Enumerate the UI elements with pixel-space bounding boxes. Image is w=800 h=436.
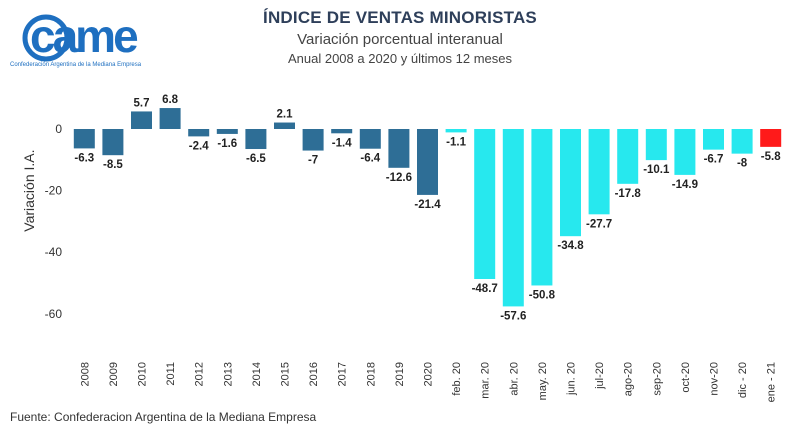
x-tick-label: 2018 xyxy=(365,362,377,386)
data-label: -8.5 xyxy=(103,159,123,171)
bar-2015 xyxy=(274,122,295,129)
x-tick-label: 2014 xyxy=(251,362,263,386)
bar-2020 xyxy=(417,129,438,195)
bar-jul-20 xyxy=(588,129,610,215)
bar-2017 xyxy=(331,129,353,134)
data-label: -5.8 xyxy=(761,151,781,163)
y-tick-label: -40 xyxy=(45,245,63,259)
data-label: -17.8 xyxy=(615,188,642,200)
x-tick-label: oct-20 xyxy=(680,362,692,393)
chart-title: ÍNDICE DE VENTAS MINORISTAS xyxy=(263,8,537,27)
chart-subtitle-period: Anual 2008 a 2020 y últimos 12 meses xyxy=(287,51,513,66)
bar-sep-20 xyxy=(645,129,667,161)
data-label: -48.7 xyxy=(472,283,498,295)
bar-2014 xyxy=(245,129,267,150)
bar-dic-20 xyxy=(731,129,753,154)
x-tick-label: 2012 xyxy=(194,362,206,386)
data-label: -10.1 xyxy=(643,164,670,176)
x-tick-label: 2020 xyxy=(423,362,435,386)
chart-subtitle: Variación porcentual interanual xyxy=(297,31,503,48)
x-tick-label: 2015 xyxy=(280,362,292,386)
x-tick-label: sep-20 xyxy=(651,362,663,396)
y-axis-label: Variación I.A. xyxy=(21,149,37,231)
bar-2012 xyxy=(188,129,210,137)
x-tick-label: may. 20 xyxy=(537,362,549,400)
data-label: 5.7 xyxy=(134,97,150,109)
x-tick-label: 2009 xyxy=(108,362,120,386)
bar-ago-20 xyxy=(617,129,639,184)
came-logo: came Confederación Argentina de la Media… xyxy=(8,8,168,68)
x-tick-label: 2010 xyxy=(137,362,149,386)
x-tick-label: ene - 21 xyxy=(766,362,778,402)
data-label: -1.6 xyxy=(217,138,237,150)
x-tick-label: 2019 xyxy=(394,362,406,386)
data-label: -21.4 xyxy=(414,199,441,211)
x-tick-label: feb. 20 xyxy=(451,362,463,396)
bar-2019 xyxy=(388,129,410,168)
bar-2016 xyxy=(302,129,324,151)
data-label: -1.4 xyxy=(332,137,352,149)
x-tick-label: nov-20 xyxy=(709,362,721,396)
data-label: 6.8 xyxy=(162,94,179,106)
data-label: -7 xyxy=(308,155,318,167)
data-label: -8 xyxy=(737,158,748,170)
x-tick-label: mar. 20 xyxy=(480,362,492,399)
bar-mar-20 xyxy=(474,129,496,279)
y-tick-label: 0 xyxy=(55,122,62,136)
data-label: -2.4 xyxy=(189,140,209,152)
bar-2010 xyxy=(131,111,152,129)
data-label: -6.4 xyxy=(360,153,380,165)
bar-2018 xyxy=(359,129,381,149)
x-tick-label: 2017 xyxy=(337,362,349,386)
bar-2008 xyxy=(73,129,95,149)
bar-ene-21 xyxy=(760,129,782,147)
bar-2013 xyxy=(216,129,238,134)
y-tick-label: -20 xyxy=(45,184,63,198)
bar-abr-20 xyxy=(502,129,524,307)
y-tick-label: -60 xyxy=(45,307,63,321)
x-tick-label: 2008 xyxy=(79,362,91,386)
data-label: -6.7 xyxy=(704,154,724,166)
data-label: -6.5 xyxy=(246,153,266,165)
svg-text:Confederación Argentina de la: Confederación Argentina de la Mediana Em… xyxy=(10,62,142,68)
bar-jun-20 xyxy=(560,129,581,237)
data-label: 2.1 xyxy=(277,109,294,121)
data-label: -27.7 xyxy=(586,218,612,230)
x-tick-label: jun. 20 xyxy=(566,362,578,396)
bar-2011 xyxy=(159,108,181,129)
bar-may-20 xyxy=(531,129,553,286)
x-tick-label: jul-20 xyxy=(594,362,606,390)
data-label: -50.8 xyxy=(529,289,556,301)
bar-2009 xyxy=(102,129,124,156)
x-tick-label: 2016 xyxy=(308,362,320,386)
bar-nov-20 xyxy=(703,129,724,150)
x-tick-label: dic - 20 xyxy=(737,362,749,398)
source-note: Fuente: Confederacion Argentina de la Me… xyxy=(10,410,317,424)
data-label: -1.1 xyxy=(446,136,466,148)
data-label: -12.6 xyxy=(386,172,412,184)
x-tick-label: 2013 xyxy=(222,362,234,386)
bar-oct-20 xyxy=(674,129,696,175)
data-label: -34.8 xyxy=(557,240,584,252)
data-label: -57.6 xyxy=(500,310,526,322)
data-label: -14.9 xyxy=(672,179,698,191)
data-label: -6.3 xyxy=(74,152,94,164)
came-logo-mark: came Confederación Argentina de la Media… xyxy=(10,10,142,68)
x-tick-label: 2011 xyxy=(165,362,177,386)
bar-feb-20 xyxy=(445,129,467,133)
x-tick-label: ago-20 xyxy=(623,362,635,396)
x-tick-label: abr. 20 xyxy=(508,362,520,396)
